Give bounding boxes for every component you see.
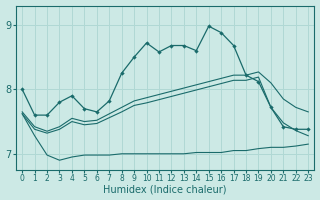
X-axis label: Humidex (Indice chaleur): Humidex (Indice chaleur) [103,184,227,194]
